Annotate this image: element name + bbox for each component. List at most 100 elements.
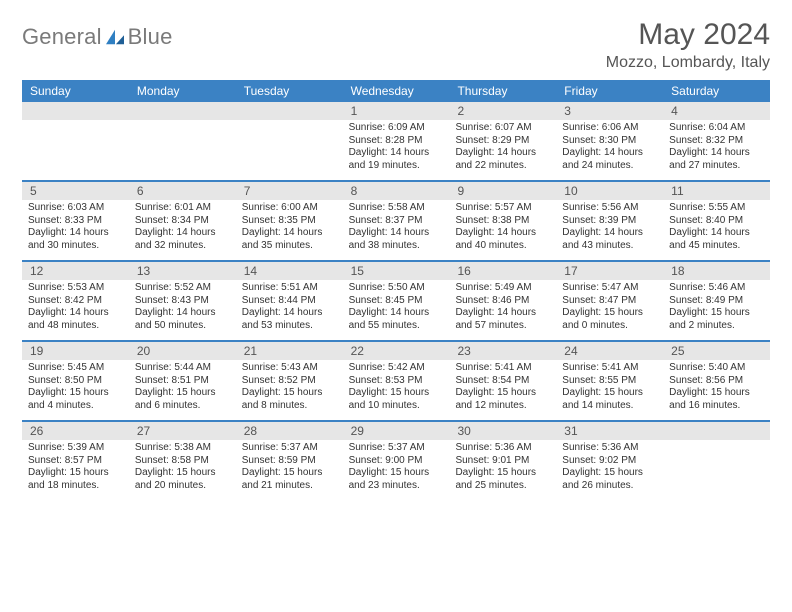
day-cell: Sunrise: 5:57 AMSunset: 8:38 PMDaylight:… [449,200,556,258]
day-number: 5 [22,182,129,200]
day-number: 21 [236,342,343,360]
day-number: 28 [236,422,343,440]
day-cell: Sunrise: 5:51 AMSunset: 8:44 PMDaylight:… [236,280,343,338]
day-number: 15 [343,262,450,280]
calendar-grid: SundayMondayTuesdayWednesdayThursdayFrid… [22,80,770,498]
day-number: 3 [556,102,663,120]
day-info-line: Daylight: 14 hours and 45 minutes. [669,227,764,252]
day-number: 25 [663,342,770,360]
day-info-line: Daylight: 14 hours and 48 minutes. [28,307,123,332]
day-info-line: Sunrise: 5:40 AM [669,362,764,375]
header-right: May 2024 Mozzo, Lombardy, Italy [606,18,770,72]
day-cell: Sunrise: 5:43 AMSunset: 8:52 PMDaylight:… [236,360,343,418]
day-info-line: Sunset: 8:49 PM [669,295,764,308]
day-number: 13 [129,262,236,280]
day-number: 19 [22,342,129,360]
day-info-line: Sunset: 8:30 PM [562,135,657,148]
day-info-line: Sunrise: 5:51 AM [242,282,337,295]
week-row: Sunrise: 6:03 AMSunset: 8:33 PMDaylight:… [22,200,770,258]
day-number: 10 [556,182,663,200]
day-number: 18 [663,262,770,280]
day-info-line: Sunset: 8:46 PM [455,295,550,308]
day-cell: Sunrise: 5:56 AMSunset: 8:39 PMDaylight:… [556,200,663,258]
day-info-line: Daylight: 15 hours and 26 minutes. [562,467,657,492]
day-info-line: Daylight: 15 hours and 0 minutes. [562,307,657,332]
day-number: 16 [449,262,556,280]
day-info-line: Sunrise: 5:52 AM [135,282,230,295]
day-cell [663,440,770,498]
day-info-line: Daylight: 15 hours and 2 minutes. [669,307,764,332]
day-cell: Sunrise: 6:06 AMSunset: 8:30 PMDaylight:… [556,120,663,178]
day-info-line: Sunrise: 5:56 AM [562,202,657,215]
weekday-wednesday: Wednesday [343,80,450,102]
day-info-line: Sunset: 8:51 PM [135,375,230,388]
day-number: 23 [449,342,556,360]
day-info-line: Daylight: 14 hours and 38 minutes. [349,227,444,252]
day-info-line: Daylight: 14 hours and 43 minutes. [562,227,657,252]
day-number: 31 [556,422,663,440]
day-info-line: Daylight: 14 hours and 50 minutes. [135,307,230,332]
weeks-container: 1234Sunrise: 6:09 AMSunset: 8:28 PMDayli… [22,102,770,498]
weekday-monday: Monday [129,80,236,102]
day-info-line: Sunset: 9:02 PM [562,455,657,468]
day-number: 26 [22,422,129,440]
day-cell: Sunrise: 5:46 AMSunset: 8:49 PMDaylight:… [663,280,770,338]
day-cell: Sunrise: 6:00 AMSunset: 8:35 PMDaylight:… [236,200,343,258]
daynum-row: 19202122232425 [22,342,770,360]
day-info-line: Sunrise: 5:41 AM [562,362,657,375]
day-number: 22 [343,342,450,360]
top-bar: General Blue May 2024 Mozzo, Lombardy, I… [22,18,770,72]
day-cell: Sunrise: 6:09 AMSunset: 8:28 PMDaylight:… [343,120,450,178]
calendar-page: General Blue May 2024 Mozzo, Lombardy, I… [0,0,792,498]
day-info-line: Sunset: 8:43 PM [135,295,230,308]
day-cell [22,120,129,178]
day-number: 9 [449,182,556,200]
day-info-line: Daylight: 14 hours and 27 minutes. [669,147,764,172]
day-info-line: Sunset: 8:42 PM [28,295,123,308]
day-info-line: Daylight: 15 hours and 8 minutes. [242,387,337,412]
day-cell: Sunrise: 6:01 AMSunset: 8:34 PMDaylight:… [129,200,236,258]
day-info-line: Sunrise: 5:50 AM [349,282,444,295]
day-cell: Sunrise: 5:39 AMSunset: 8:57 PMDaylight:… [22,440,129,498]
day-cell: Sunrise: 5:53 AMSunset: 8:42 PMDaylight:… [22,280,129,338]
day-info-line: Sunrise: 5:44 AM [135,362,230,375]
day-info-line: Sunset: 8:58 PM [135,455,230,468]
day-cell: Sunrise: 5:36 AMSunset: 9:02 PMDaylight:… [556,440,663,498]
day-number: 17 [556,262,663,280]
day-number: 7 [236,182,343,200]
day-info-line: Daylight: 14 hours and 24 minutes. [562,147,657,172]
day-info-line: Daylight: 15 hours and 12 minutes. [455,387,550,412]
day-cell: Sunrise: 5:40 AMSunset: 8:56 PMDaylight:… [663,360,770,418]
day-info-line: Sunset: 8:52 PM [242,375,337,388]
day-cell: Sunrise: 5:58 AMSunset: 8:37 PMDaylight:… [343,200,450,258]
day-info-line: Sunset: 8:45 PM [349,295,444,308]
weekday-thursday: Thursday [449,80,556,102]
weekday-friday: Friday [556,80,663,102]
day-cell: Sunrise: 6:07 AMSunset: 8:29 PMDaylight:… [449,120,556,178]
day-info-line: Daylight: 14 hours and 22 minutes. [455,147,550,172]
daynum-row: 262728293031 [22,422,770,440]
day-info-line: Sunrise: 5:46 AM [669,282,764,295]
day-number: 6 [129,182,236,200]
day-info-line: Daylight: 15 hours and 20 minutes. [135,467,230,492]
day-number [22,102,129,120]
weekday-tuesday: Tuesday [236,80,343,102]
day-number: 4 [663,102,770,120]
day-info-line: Sunset: 8:29 PM [455,135,550,148]
day-info-line: Daylight: 15 hours and 10 minutes. [349,387,444,412]
day-info-line: Sunset: 8:47 PM [562,295,657,308]
day-info-line: Daylight: 15 hours and 4 minutes. [28,387,123,412]
week-row: Sunrise: 5:45 AMSunset: 8:50 PMDaylight:… [22,360,770,418]
day-info-line: Sunrise: 5:37 AM [242,442,337,455]
day-info-line: Daylight: 15 hours and 23 minutes. [349,467,444,492]
brand-logo: General Blue [22,24,173,50]
day-info-line: Sunset: 8:34 PM [135,215,230,228]
day-info-line: Sunset: 8:56 PM [669,375,764,388]
day-info-line: Daylight: 15 hours and 14 minutes. [562,387,657,412]
sail-icon [104,28,126,46]
day-cell: Sunrise: 5:41 AMSunset: 8:54 PMDaylight:… [449,360,556,418]
day-number [663,422,770,440]
month-title: May 2024 [606,18,770,52]
day-info-line: Sunrise: 6:09 AM [349,122,444,135]
week-row: Sunrise: 6:09 AMSunset: 8:28 PMDaylight:… [22,120,770,178]
